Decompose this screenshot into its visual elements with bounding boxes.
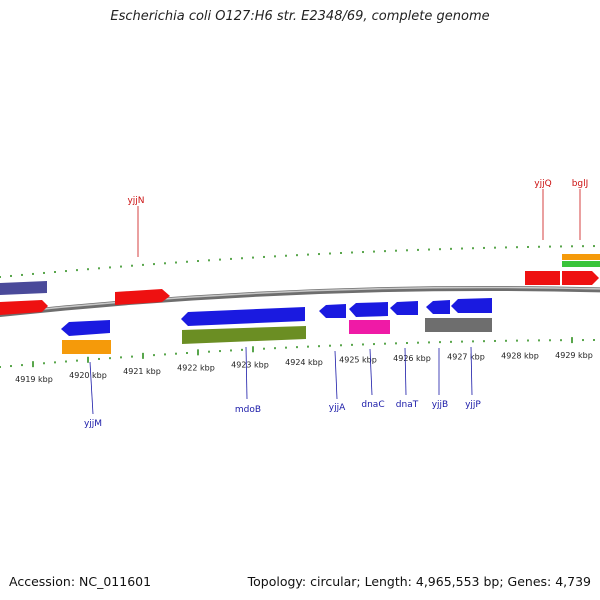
leader-mdoB [245, 346, 248, 400]
gene-feature-purple [0, 281, 47, 295]
gene-feature-mdoB [181, 307, 305, 326]
gene-feature-yjjM [61, 320, 110, 336]
gene-label-mdoB[interactable]: mdoB [235, 405, 261, 415]
gene-label-yjjP[interactable]: yjjP [465, 400, 481, 410]
leader-dnaT [404, 347, 407, 396]
scale-label: 4921 kbp [123, 367, 161, 376]
scale-label: 4926 kbp [393, 354, 431, 363]
leader-dnaC [369, 348, 373, 396]
gene-feature-pink [349, 320, 390, 334]
leader-yjjP [470, 346, 473, 396]
genome-backbone-highlight [0, 286, 600, 315]
scale-label: 4919 kbp [15, 375, 53, 384]
gene-feature-orange-yjjM [62, 340, 111, 354]
map-title: Escherichia coli O127:H6 str. E2348/69, … [110, 9, 490, 24]
gene-label-yjjB[interactable]: yjjB [432, 400, 449, 410]
accession-text: Accession: NC_011601 [9, 574, 152, 589]
gene-feature-red-mid [115, 289, 170, 305]
gene-label-bglJ[interactable]: bglJ [572, 179, 589, 189]
leader-yjjM [89, 361, 94, 415]
gene-feature-yjjB [426, 300, 450, 314]
gene-feature-gray [425, 318, 492, 332]
scale-label: 4923 kbp [231, 360, 269, 369]
gene-feature-yjjQ [525, 271, 560, 285]
gene-feature-dnaC [349, 302, 388, 317]
scale-label: 4924 kbp [285, 358, 323, 367]
gene-feature-green-top [562, 261, 600, 267]
gene-label-dnaT[interactable]: dnaT [396, 400, 419, 410]
gene-label-yjjN[interactable]: yjjN [127, 196, 144, 206]
scale-label: 4927 kbp [447, 353, 485, 362]
reverse-gene-labels: yjjM mdoB yjjA dnaC dnaT yjjB yjjP [84, 400, 481, 429]
scale-label: 4928 kbp [501, 352, 539, 361]
leader-yjjA [334, 350, 338, 400]
gene-feature-olive [182, 326, 306, 344]
gene-label-dnaC[interactable]: dnaC [361, 400, 384, 410]
inner-tick-ring [0, 337, 595, 368]
gene-feature-yjjP [451, 298, 492, 313]
scale-label: 4922 kbp [177, 363, 215, 372]
genome-summary-text: Topology: circular; Length: 4,965,553 bp… [247, 574, 591, 589]
gene-feature-bglJ [562, 271, 599, 285]
gene-label-yjjM[interactable]: yjjM [84, 419, 102, 429]
gene-feature-orange-top [562, 254, 600, 260]
gene-label-yjjA[interactable]: yjjA [329, 403, 346, 413]
outer-tick-ring [0, 245, 595, 278]
reverse-strand-features [61, 298, 492, 354]
gene-feature-yjjA [319, 304, 346, 318]
scale-labels: 4919 kbp 4920 kbp 4921 kbp 4922 kbp 4923 kbp… [15, 351, 593, 384]
gene-feature-red-left [0, 300, 48, 315]
scale-label: 4920 kbp [69, 371, 107, 380]
gene-label-yjjQ[interactable]: yjjQ [534, 179, 551, 189]
genome-backbone [0, 285, 600, 317]
gene-leader-lines [89, 189, 581, 415]
scale-label: 4929 kbp [555, 351, 593, 360]
scale-label: 4925 kbp [339, 356, 377, 365]
gene-feature-dnaT [390, 301, 418, 315]
forward-strand-features [0, 254, 600, 315]
forward-gene-labels: yjjN yjjQ bglJ [127, 179, 588, 206]
